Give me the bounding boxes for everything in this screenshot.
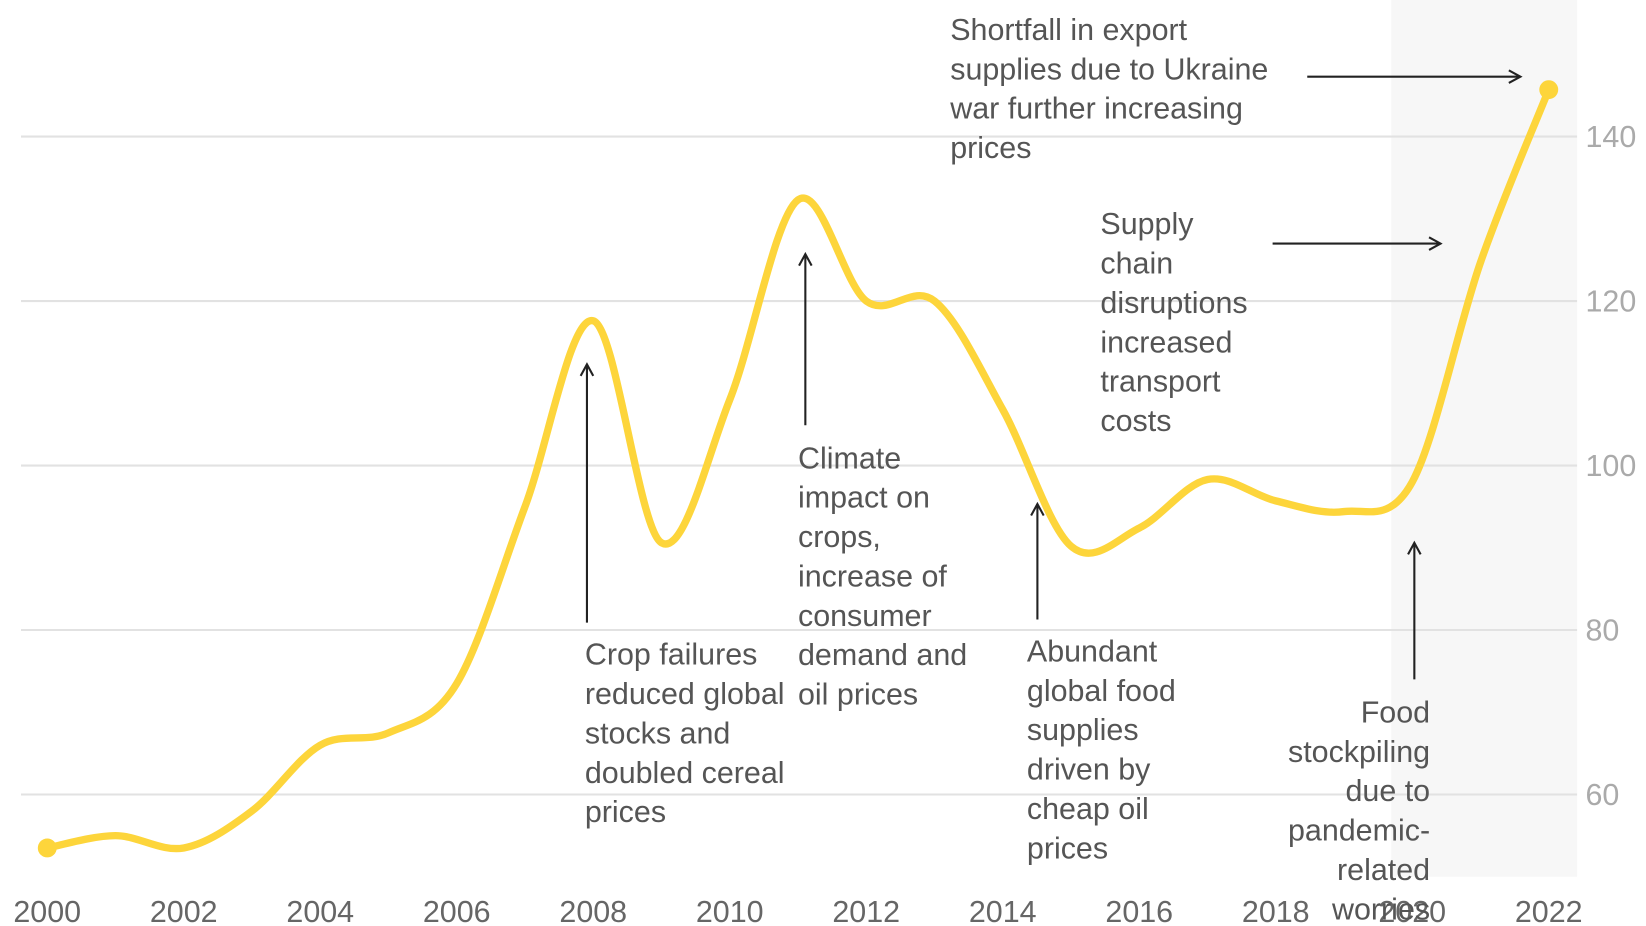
- annotation-line: impact on: [798, 481, 930, 515]
- x-tick-label: 2006: [423, 895, 491, 926]
- annotation-line: prices: [585, 795, 666, 829]
- annotation-line: stocks and: [585, 716, 731, 750]
- annotation-line: increase of: [798, 559, 947, 593]
- x-tick-label: 2010: [696, 895, 764, 926]
- plot: 60 80 100 120 140 2000 2002 2004 2006 2008 2010 201…: [13, 0, 1636, 926]
- annotation-line: worries: [1331, 892, 1430, 926]
- annotation-line: consumer: [798, 599, 932, 633]
- annotation: Crop failures reduced global stocks and dou…: [585, 638, 785, 830]
- annotation-line: oil prices: [798, 678, 918, 712]
- annotation-line: disruptions: [1100, 286, 1247, 320]
- annotation-line: driven by: [1027, 753, 1151, 787]
- annotation-line: transport: [1100, 365, 1221, 399]
- annotation-line: doubled cereal: [585, 756, 785, 790]
- annotation: Supply chain disruptions increased transport…: [1100, 207, 1247, 438]
- y-tick-label: 80: [1585, 614, 1619, 648]
- x-tick-label: 2020: [1378, 895, 1446, 926]
- x-tick-label: 2000: [13, 895, 81, 926]
- end-dot: [1539, 80, 1559, 100]
- line: [43, 85, 1553, 853]
- x-tick-label: 2008: [559, 895, 627, 926]
- annotation: Food stockpiling due to pandemic-related wor…: [1288, 695, 1430, 926]
- annotation-line: due to: [1345, 774, 1430, 808]
- y-tick-label: 120: [1585, 285, 1636, 319]
- annotation-line: global food: [1027, 674, 1176, 708]
- annotation-line: Food: [1361, 695, 1430, 729]
- annotation-line: related: [1337, 853, 1430, 887]
- y-tick-label: 140: [1585, 120, 1636, 154]
- x-tick-label: 2014: [969, 895, 1037, 926]
- annotation-line: Crop failures: [585, 638, 758, 672]
- annotation-line: supplies: [1027, 713, 1139, 747]
- x-tick-label: 2002: [150, 895, 218, 926]
- y-tick-label: 60: [1585, 778, 1619, 812]
- annotation-line: war further increasing: [949, 92, 1243, 126]
- annotation-line: Shortfall in export: [950, 13, 1187, 47]
- end-dot: [37, 838, 57, 858]
- annotation-line: crops,: [798, 520, 881, 554]
- x-tick-label: 2012: [832, 895, 900, 926]
- annotation-line: cheap oil: [1027, 792, 1149, 826]
- annotation: Abundant global food supplies driven by chea…: [1027, 635, 1176, 866]
- x-tick-label: 2018: [1242, 895, 1310, 926]
- annotation-line: supplies due to Ukraine: [950, 52, 1268, 86]
- shaded-region: [1391, 0, 1578, 877]
- annotation-line: Climate: [798, 441, 901, 475]
- x-tick-label: 2022: [1515, 895, 1583, 926]
- annotation-line: increased: [1100, 325, 1232, 359]
- annotation-line: prices: [950, 131, 1031, 165]
- annotation-line: demand and: [798, 638, 967, 672]
- annotation-line: Abundant: [1027, 635, 1158, 669]
- annotation-line: costs: [1100, 404, 1171, 438]
- x-tick-label: 2004: [286, 895, 354, 926]
- annotation-line: pandemic-: [1288, 814, 1430, 848]
- annotation-line: stockpiling: [1288, 735, 1430, 769]
- annotation-line: reduced global: [585, 677, 785, 711]
- y-tick-label: 100: [1585, 449, 1636, 483]
- x-tick-label: 2016: [1105, 895, 1173, 926]
- annotation: Shortfall in export supplies due to Ukrai…: [949, 13, 1268, 165]
- annotation-line: prices: [1027, 831, 1108, 865]
- annotation-line: Supply: [1100, 207, 1194, 241]
- annotation-line: chain: [1100, 247, 1173, 281]
- annotation: Climate impact on crops, increase of consume…: [798, 441, 967, 711]
